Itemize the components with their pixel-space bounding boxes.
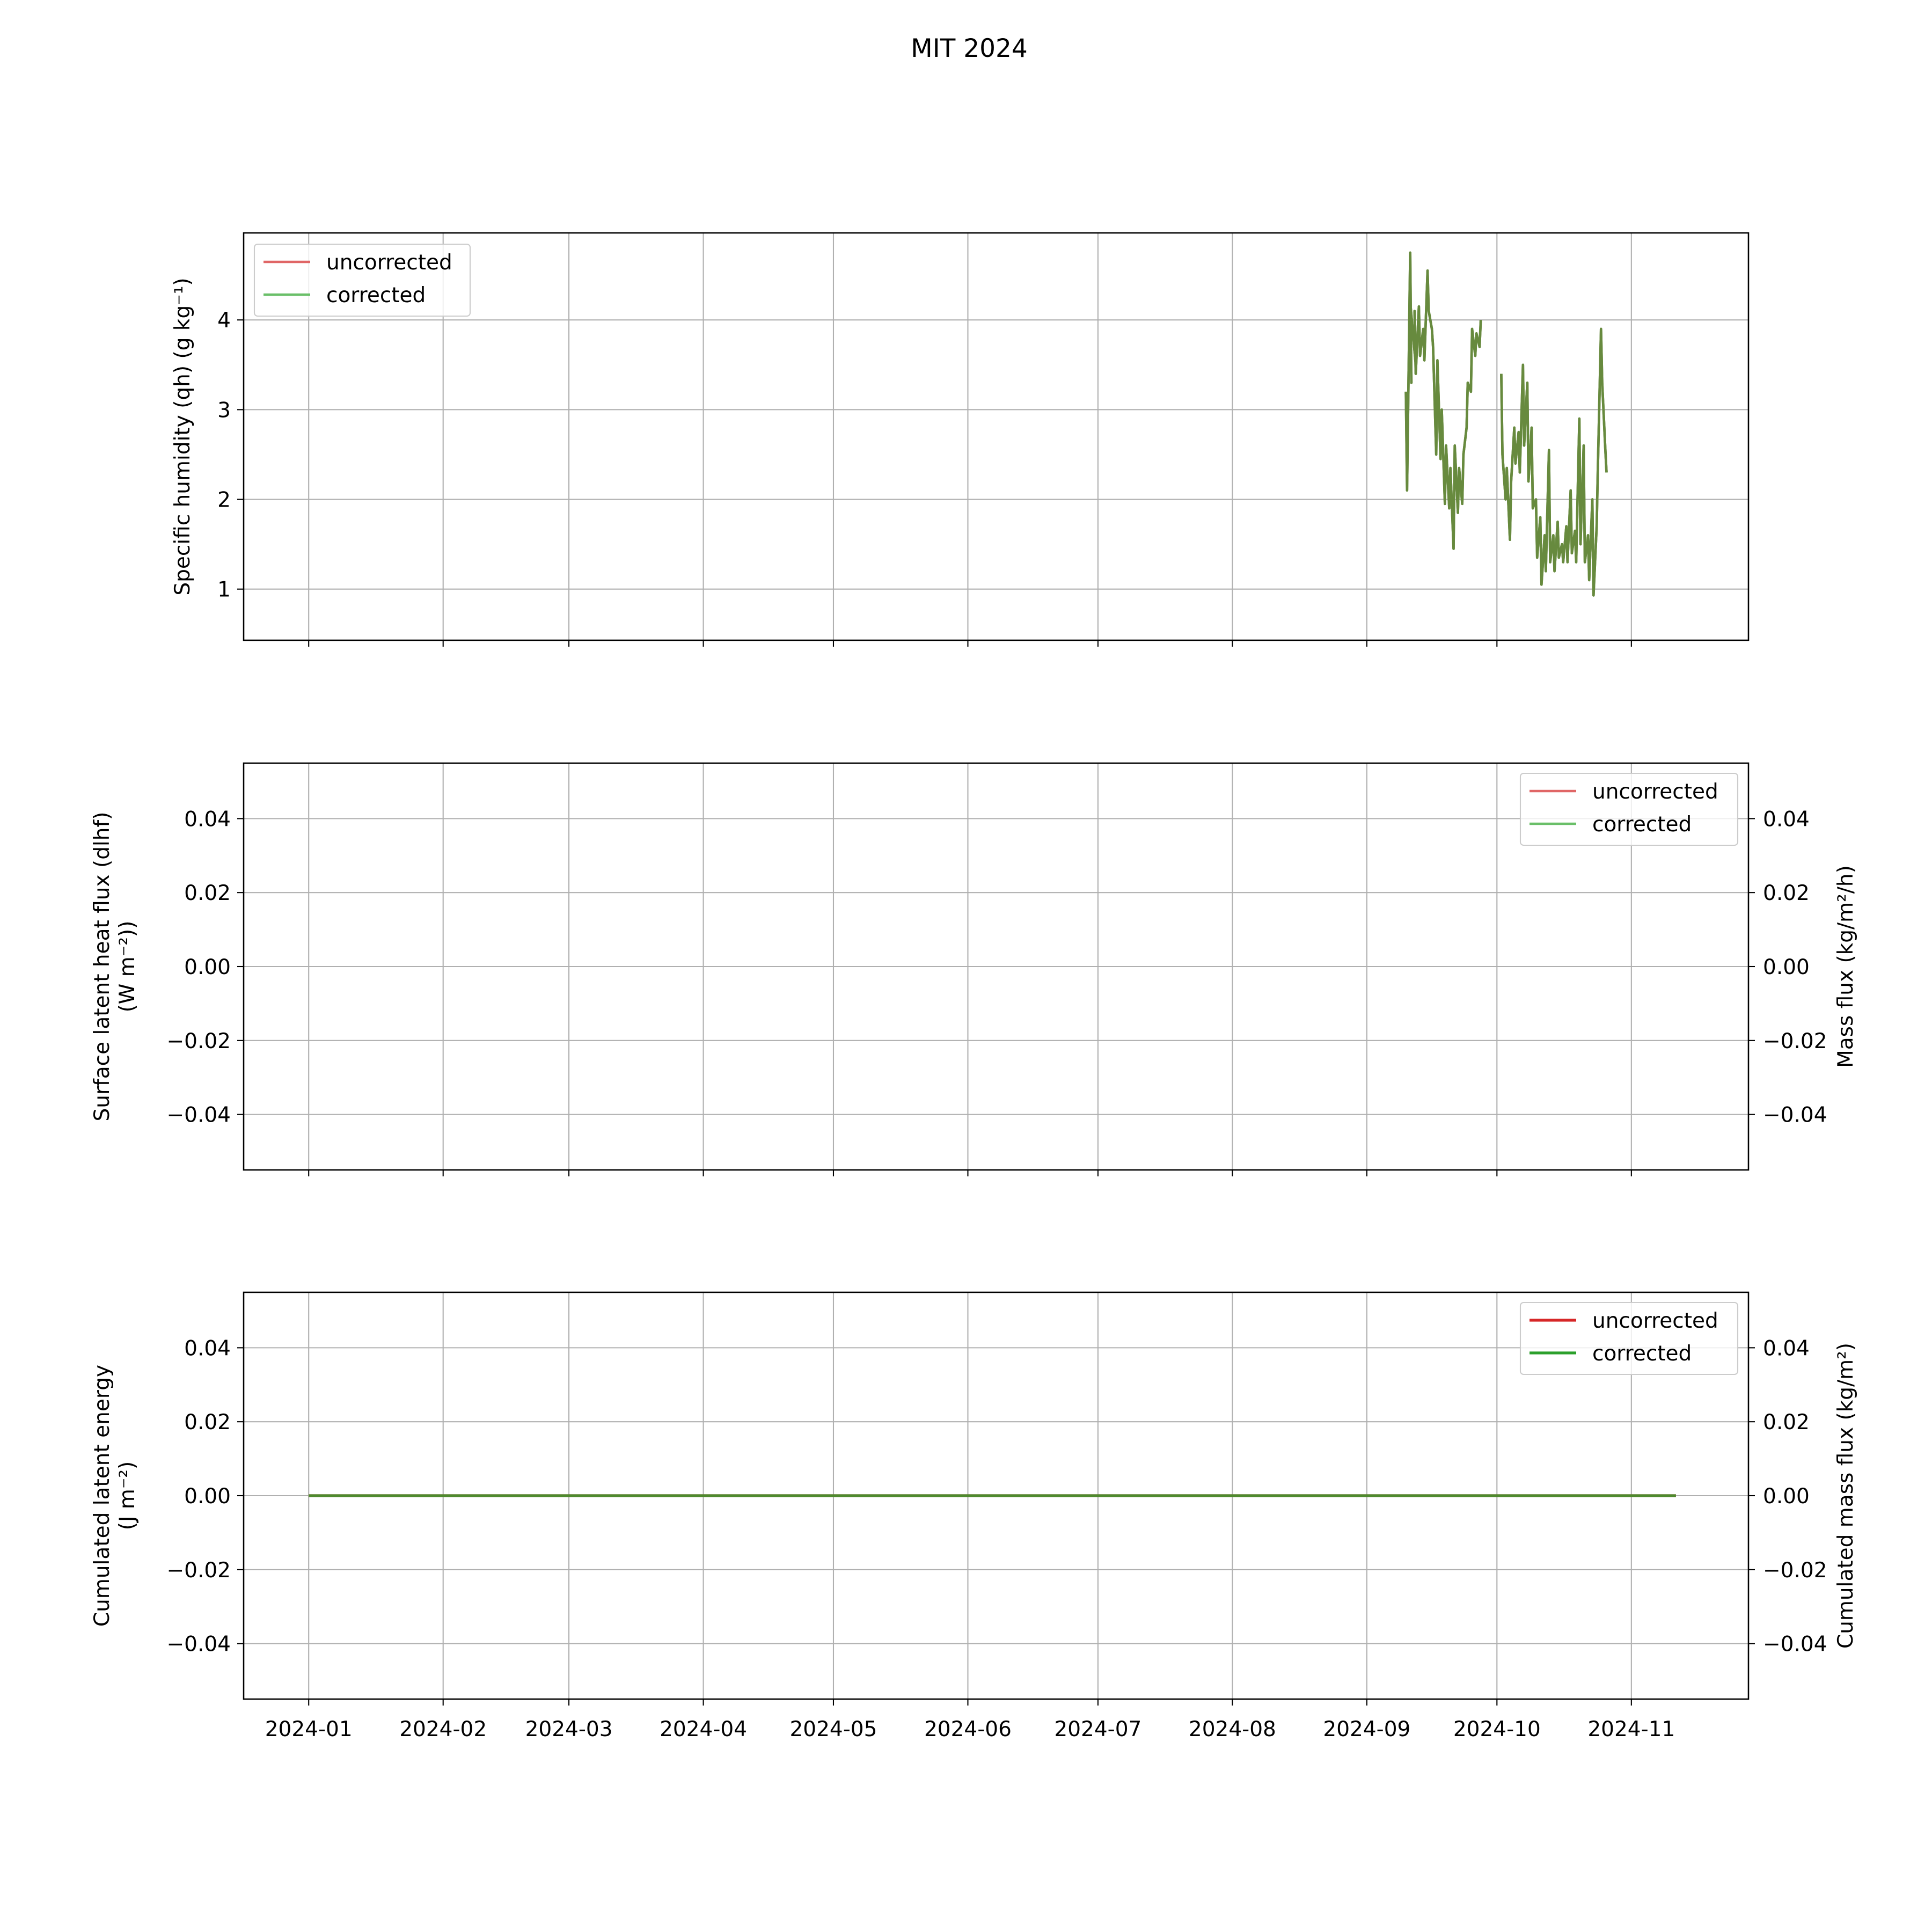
legend-label-corrected: corrected <box>1592 1342 1692 1366</box>
series-line-corrected <box>1500 327 1608 597</box>
panel-bottom: 2024-01 2024-02 2024-03 2024-04 2024-05 2024-… <box>90 1291 1858 1741</box>
legend-label-uncorrected: uncorrected <box>1592 1309 1718 1333</box>
y-axis-label: Cumulated latent energy(J m⁻²) <box>90 1365 140 1627</box>
figure-title: MIT 2024 <box>911 34 1028 63</box>
x-tick-label: 2024-06 <box>924 1717 1012 1741</box>
y-axis-label-right: Cumulated mass flux (kg/m²) <box>1834 1343 1858 1649</box>
x-tick-label: 2024-08 <box>1189 1717 1276 1741</box>
plot-frame <box>243 762 1750 1171</box>
x-tick-label: 2024-09 <box>1323 1717 1410 1741</box>
legend-label-uncorrected: uncorrected <box>326 251 452 275</box>
y-axis-label-line: (W m⁻²)) <box>115 921 140 1013</box>
y-right-tick-label: −0.04 <box>1763 1103 1827 1128</box>
y-right-tick-label: 0.02 <box>1763 881 1810 905</box>
y-right-tick-label: −0.04 <box>1763 1633 1827 1657</box>
y-tick-label: −0.04 <box>166 1633 231 1657</box>
x-tick-label: 2024-03 <box>525 1717 613 1741</box>
panel-top: 1 2 3 4 Specific humidity (qh) (g kg⁻¹) uncor… <box>171 232 1750 647</box>
plot-frame <box>243 232 1750 641</box>
y-tick-label: −0.02 <box>166 1029 231 1053</box>
x-tick-label: 2024-07 <box>1054 1717 1141 1741</box>
series-line-corrected <box>1404 251 1482 550</box>
y-axis-label-line: Cumulated latent energy <box>90 1365 114 1627</box>
x-tick-label: 2024-04 <box>660 1717 747 1741</box>
y-right-tick-label: −0.02 <box>1763 1558 1827 1583</box>
legend-label-corrected: corrected <box>326 283 426 308</box>
y-tick-label: −0.02 <box>166 1558 231 1583</box>
panels: 1 2 3 4 Specific humidity (qh) (g kg⁻¹) uncor… <box>90 232 1858 1741</box>
y-axis-label-line: Specific humidity (qh) (g kg⁻¹) <box>171 277 195 595</box>
y-axis-label: Specific humidity (qh) (g kg⁻¹) <box>171 277 195 595</box>
legend-label-uncorrected: uncorrected <box>1592 780 1718 804</box>
y-tick-label: 0.04 <box>184 1336 231 1360</box>
panel-middle: −0.04 −0.04 −0.02 −0.02 0.00 0.00 0.02 0.02 0.04… <box>90 762 1858 1176</box>
x-tick-label: 2024-01 <box>265 1717 353 1741</box>
x-tick-label: 2024-10 <box>1453 1717 1541 1741</box>
y-right-tick-label: 0.00 <box>1763 955 1810 979</box>
plot-frame <box>243 1291 1750 1700</box>
y-tick-label: −0.04 <box>166 1103 231 1128</box>
y-tick-label: 0.00 <box>184 1484 231 1509</box>
y-right-tick-label: 0.04 <box>1763 1336 1810 1360</box>
x-tick-label: 2024-05 <box>789 1717 877 1741</box>
y-axis-label-right: Mass flux (kg/m²/h) <box>1834 865 1858 1068</box>
y-tick-label: 1 <box>217 578 231 602</box>
legend: uncorrected corrected <box>1519 772 1739 846</box>
x-tick-label: 2024-11 <box>1587 1717 1675 1741</box>
y-axis-label-line: Surface latent heat flux (dlhf) <box>90 812 114 1122</box>
y-right-tick-label: 0.04 <box>1763 807 1810 831</box>
y-right-tick-label: 0.02 <box>1763 1410 1810 1435</box>
y-axis-label: Surface latent heat flux (dlhf)(W m⁻²)) <box>90 812 140 1122</box>
y-tick-label: 2 <box>217 488 231 513</box>
y-tick-label: 0.02 <box>184 881 231 905</box>
y-axis-label-line: (J m⁻²) <box>115 1461 140 1531</box>
y-right-tick-label: 0.00 <box>1763 1484 1810 1509</box>
legend: uncorrected corrected <box>1519 1301 1739 1375</box>
y-tick-label: 0.02 <box>184 1410 231 1435</box>
y-right-tick-label: −0.02 <box>1763 1029 1827 1053</box>
y-tick-label: 3 <box>217 398 231 422</box>
y-tick-label: 4 <box>217 309 231 333</box>
x-tick-label: 2024-02 <box>399 1717 487 1741</box>
legend-label-corrected: corrected <box>1592 813 1692 837</box>
legend: uncorrected corrected <box>253 243 471 317</box>
y-tick-label: 0.00 <box>184 955 231 979</box>
y-tick-label: 0.04 <box>184 807 231 831</box>
